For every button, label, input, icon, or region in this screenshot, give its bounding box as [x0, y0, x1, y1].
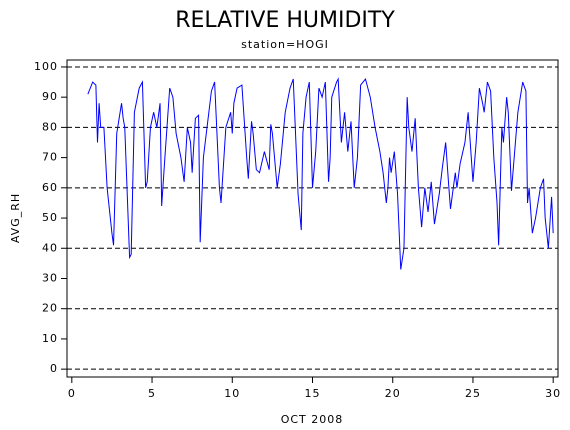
x-tick-label: 20: [385, 387, 401, 400]
y-tick-label: 80: [42, 120, 58, 133]
y-tick-label: 60: [42, 181, 58, 194]
y-tick-label: 20: [42, 302, 58, 315]
x-axis-label: OCT 2008: [281, 413, 344, 426]
y-tick-label: 70: [42, 151, 58, 164]
x-tick-label: 15: [305, 387, 321, 400]
x-tick-label: 25: [465, 387, 481, 400]
x-tick-label: 30: [545, 387, 561, 400]
y-tick-label: 10: [42, 332, 58, 345]
x-tick-label: 5: [148, 387, 156, 400]
y-tick-label: 50: [42, 211, 58, 224]
y-tick-label: 90: [42, 90, 58, 103]
y-tick-label: 30: [42, 271, 58, 284]
y-tick-label: 40: [42, 241, 58, 254]
chart-title: RELATIVE HUMIDITY: [175, 8, 395, 33]
data-line: [87, 77, 554, 270]
x-tick-label: 0: [68, 387, 76, 400]
x-tick-label: 10: [224, 387, 240, 400]
y-axis-label: AVG_RH: [9, 193, 22, 243]
y-tick-label: 100: [34, 60, 58, 73]
chart-subtitle: station=HOGI: [241, 38, 329, 51]
y-tick-label: 0: [50, 362, 58, 375]
